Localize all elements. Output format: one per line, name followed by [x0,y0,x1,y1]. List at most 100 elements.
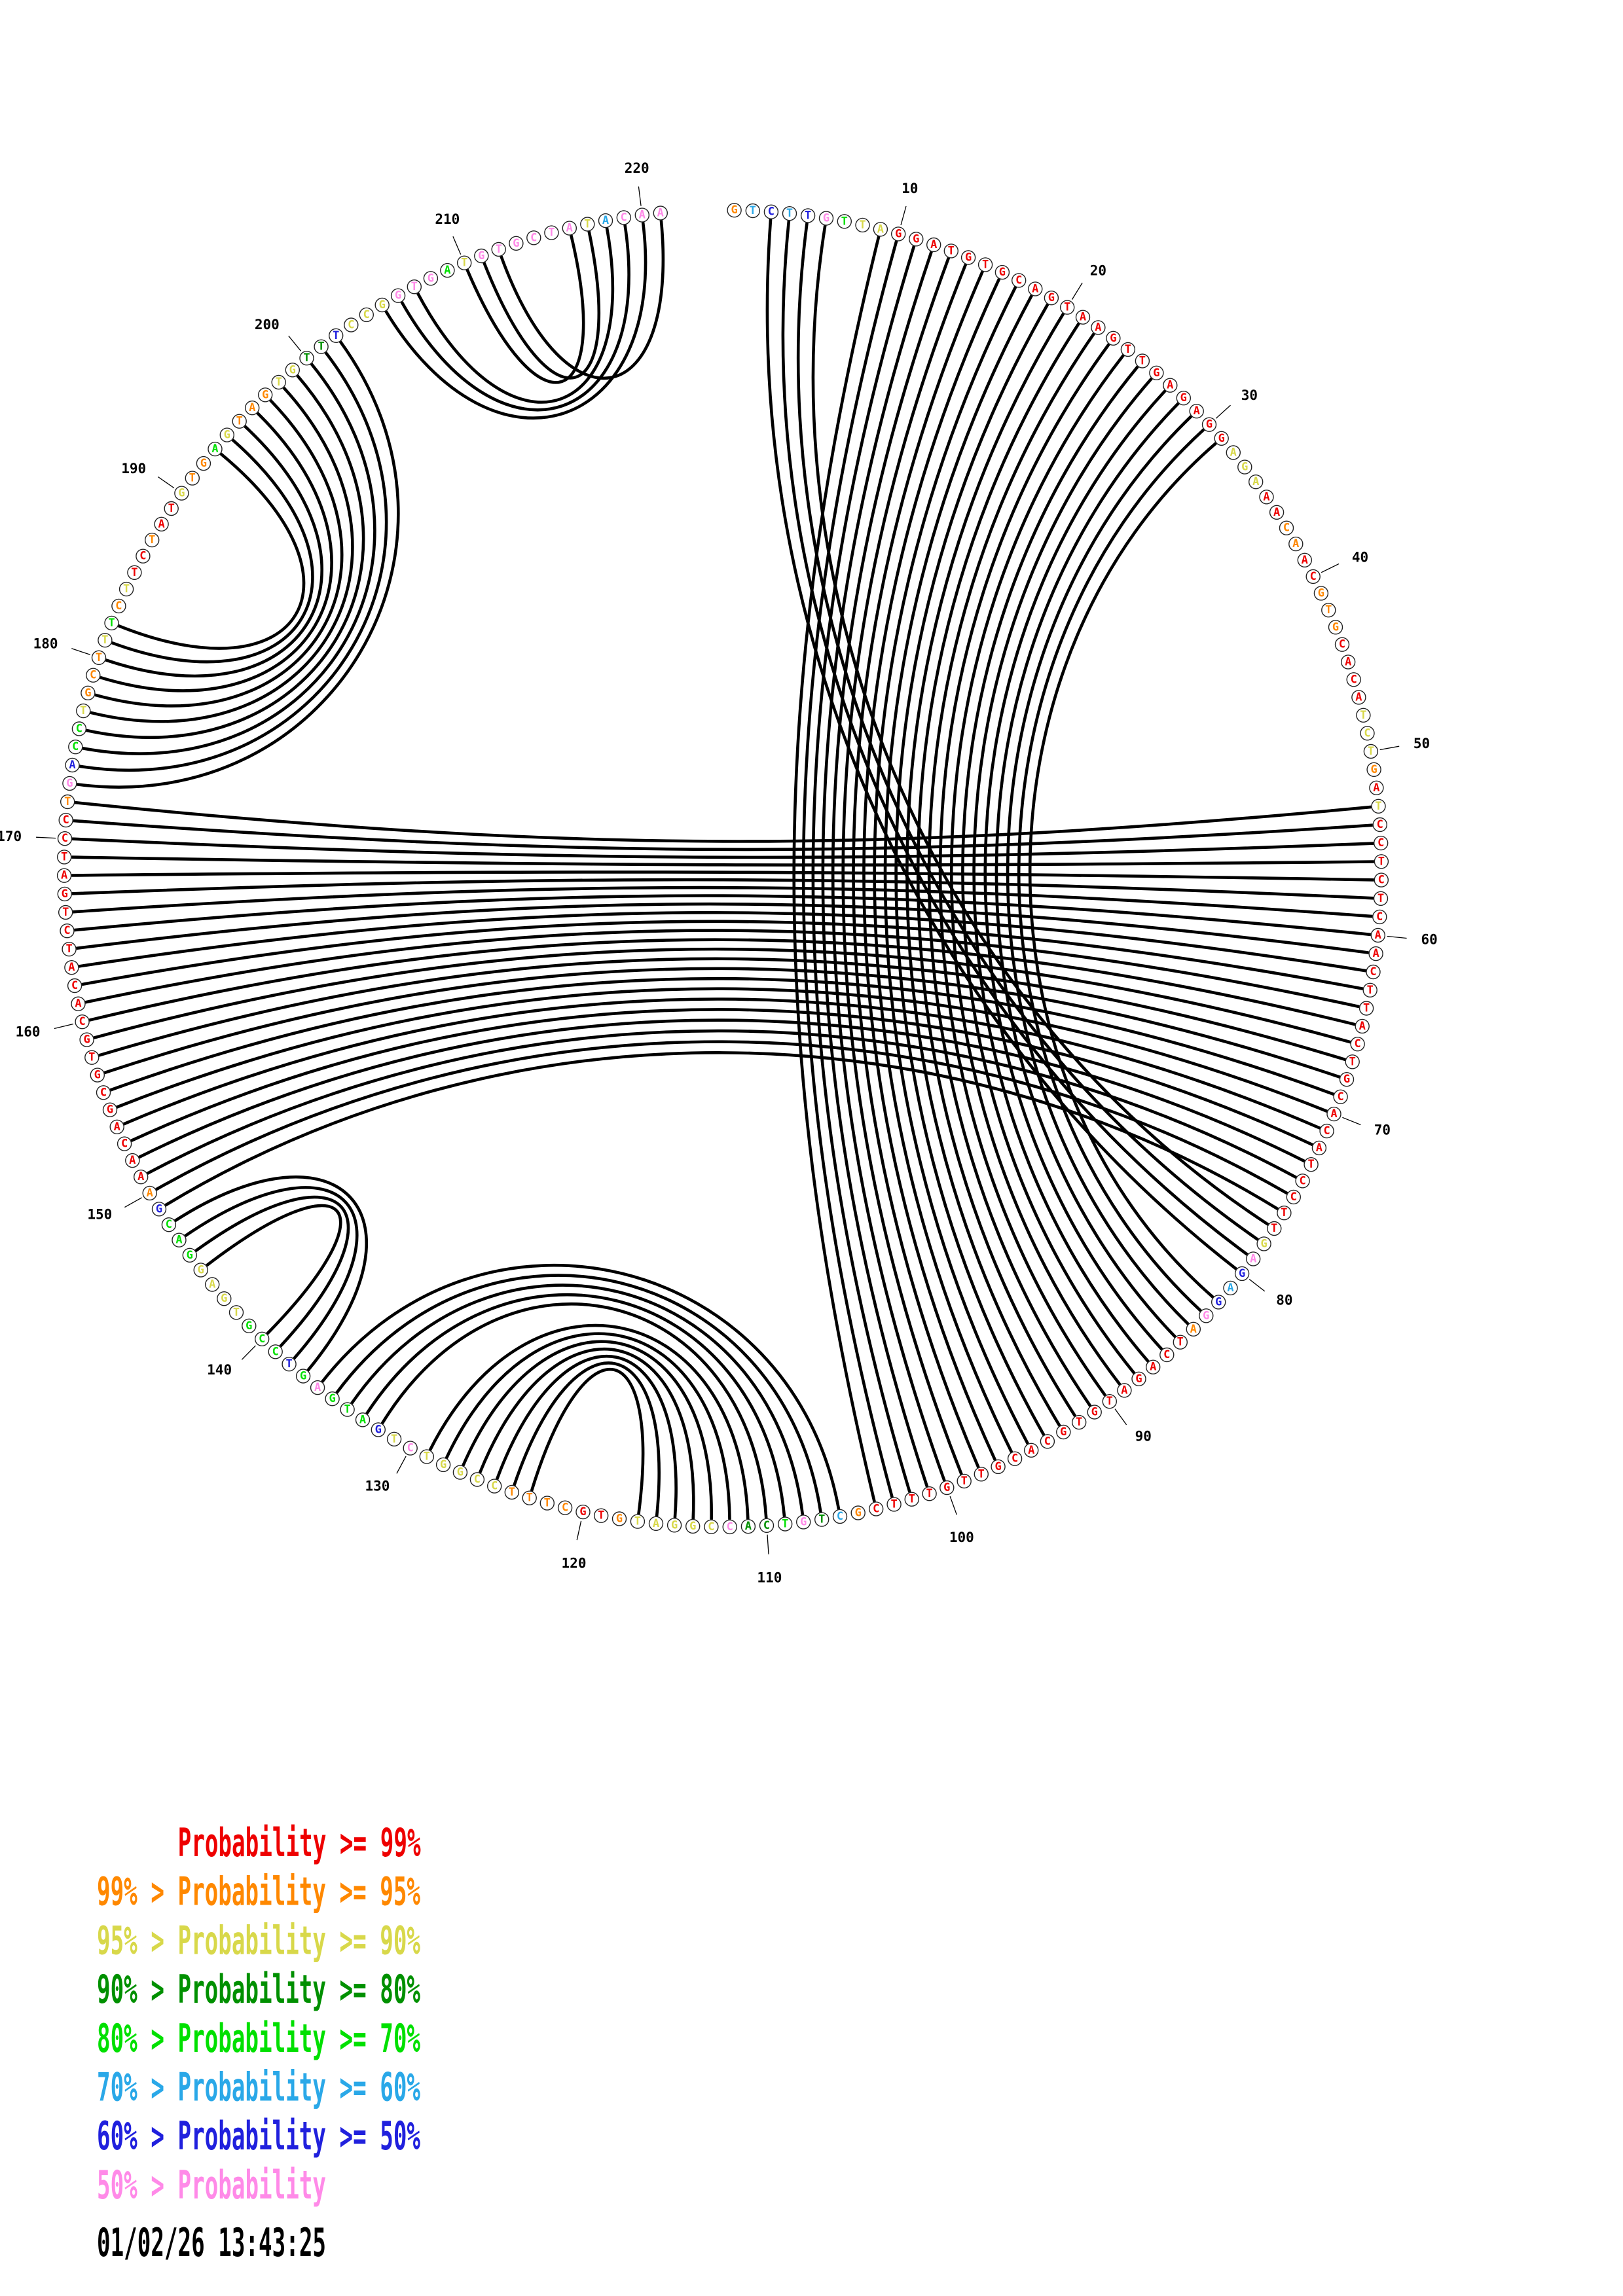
nucleotide-circle [1226,445,1241,460]
nucleotide-circle [98,633,113,648]
nucleotide-circle [271,374,286,390]
nucleotide-base: G [999,266,1006,279]
nucleotide-base: T [544,1497,551,1510]
nucleotide-circle [1071,1414,1087,1430]
tick-line [124,1197,142,1208]
nucleotide-circle [403,1441,418,1456]
nucleotide-base: G [1206,418,1213,431]
nucleotide-circle [325,1391,340,1407]
nucleotide-base: C [139,550,146,563]
nucleotide-base: C [90,669,96,682]
legend-line: 80% > Probability >= 70% [97,2016,420,2062]
pair-arc [950,354,1125,1386]
pair-arc [465,234,585,384]
pair-arc [74,800,1372,843]
tick-line [1387,935,1407,939]
nucleotide-base: A [1250,1252,1256,1265]
nucleotide-base: C [873,1502,879,1515]
pair-arc [79,351,388,772]
nucleotide-base: C [1044,1435,1051,1448]
nucleotide-circle [57,831,73,846]
nucleotide-base: T [818,1513,825,1526]
nucleotide-base: G [1135,1372,1142,1386]
tick-label: 140 [207,1362,232,1378]
nucleotide-base: A [1230,446,1237,459]
nucleotide-base: A [158,518,164,531]
nucleotide-base: A [68,961,75,974]
nucleotide-base: A [147,1187,153,1200]
pair-arc [88,938,1356,1026]
nucleotide-base: G [440,1458,447,1471]
nucleotide-base: G [1110,332,1116,345]
nucleotide-circle [1351,690,1366,705]
tick-label: 160 [16,1024,41,1040]
pair-arc [321,1263,841,1510]
nucleotide-circle [142,1185,157,1201]
nucleotide-base: A [1373,781,1379,795]
nucleotide-base: G [1203,1309,1209,1322]
pair-arc [445,1332,731,1520]
nucleotide-base: A [1372,947,1379,960]
tick-label: 220 [625,160,649,176]
pair-arc [1006,415,1193,1325]
nucleotide-base: T [1363,1002,1370,1015]
nucleotide-base: C [1354,1037,1360,1050]
nucleotide-base: C [562,1501,568,1515]
nucleotide-circle [850,1505,866,1520]
nucleotide-circle [282,1356,297,1372]
nucleotide-circle [1350,1036,1365,1052]
nucleotide-base: G [1239,1267,1245,1280]
nucleotide-base: A [1355,691,1362,704]
pair-arc [164,1051,1279,1211]
nucleotide-base: A [75,997,81,1011]
legend-line: 95% > Probability >= 90% [97,1918,420,1964]
nucleotide-base: T [1349,1055,1356,1068]
nucleotide-base: C [62,832,68,845]
nucleotide-circle [1372,817,1388,833]
nucleotide-circle [1044,291,1059,306]
pair-arc [1028,442,1217,1299]
nucleotide-base: A [930,238,937,251]
nucleotide-base: G [513,237,519,250]
nucleotide-base: G [579,1505,586,1518]
nucleotide-base: A [249,401,255,414]
legend-line: 60% > Probability >= 50% [97,2113,420,2159]
nucleotide-base: C [115,600,122,613]
nucleotide-base: G [731,204,737,217]
nucleotide-base: G [1060,1426,1067,1439]
nucleotide-circle [630,1514,646,1529]
pair-arc [155,1040,1288,1195]
tick-line [71,648,90,655]
nucleotide-base: T [1367,984,1374,997]
pair-arc [76,902,1369,954]
nucleotide-base: T [750,204,756,217]
pair-arc [71,855,1374,867]
pair-arc [77,340,400,789]
nucleotide-base: C [474,1473,481,1486]
nucleotide-base: T [634,1515,641,1528]
nucleotide-circle [890,226,906,242]
nucleotide-base: T [1378,855,1385,868]
tick-label: 150 [87,1207,112,1223]
nucleotide-base: A [1359,1020,1366,1033]
pair-arc [821,251,933,1488]
nucleotide-circle [926,237,941,253]
nucleotide-circle [722,1519,737,1535]
pair-arc [873,286,1017,1453]
nucleotide-base: G [178,487,185,500]
nucleotide-base: G [823,212,830,225]
nucleotide-circle [329,328,344,343]
nucleotide-base: C [837,1510,843,1523]
nucleotide-circle [544,225,559,240]
nucleotide-circle [522,1490,537,1505]
nucleotide-base: C [1163,1348,1170,1361]
nucleotide-circle [58,905,73,920]
nucleotide-circle [119,581,134,597]
nucleotide-base: C [763,1519,770,1532]
nucleotide-base: C [1339,638,1345,651]
nucleotide-circle [96,1085,111,1100]
nucleotide-base: C [363,308,370,321]
nucleotide-base: T [411,280,418,293]
nucleotide-base: A [1121,1384,1127,1397]
